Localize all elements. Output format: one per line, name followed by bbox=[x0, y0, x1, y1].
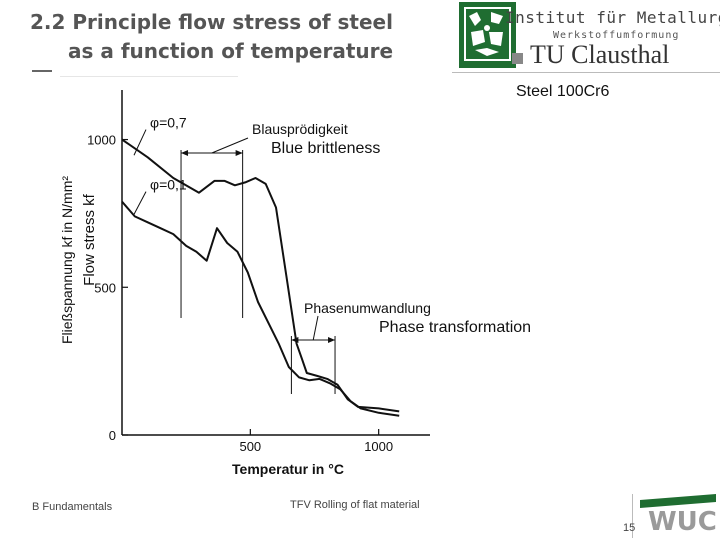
annotation-blue-brittleness-de: Blausprödigkeit bbox=[252, 121, 348, 137]
institute-subtitle: Werkstoffumformung bbox=[553, 30, 680, 41]
x-axis-label: Temperatur in °C bbox=[232, 461, 344, 477]
footer-divider bbox=[632, 494, 633, 538]
wuc-logo-icon: WUC bbox=[640, 492, 717, 537]
series-line-2 bbox=[121, 200, 400, 417]
blue-brittleness-bracket-leader bbox=[211, 137, 249, 154]
university-mark-icon bbox=[512, 53, 523, 64]
svg-text:WUC: WUC bbox=[648, 507, 716, 536]
slide-title-line1: 2.2 Principle flow stress of steel bbox=[30, 10, 393, 34]
y-tick-label: 500 bbox=[94, 280, 116, 295]
university-name: TU Clausthal bbox=[530, 40, 670, 69]
chart-subtitle: Steel 100Cr6 bbox=[516, 83, 609, 100]
series-label-2: φ=0,1 bbox=[150, 177, 187, 193]
chart-curves: φ=0,7 φ=0,1 bbox=[121, 115, 400, 417]
phase-transformation-bracket-leader bbox=[312, 315, 319, 341]
annotation-phase-transformation-en: Phase transformation bbox=[379, 319, 531, 336]
slide-title-line2: as a function of temperature bbox=[68, 39, 394, 63]
phase-transformation-bracket-arrow-left bbox=[291, 337, 299, 343]
y-tick-label: 1000 bbox=[87, 133, 116, 148]
annotation-blue-brittleness-en: Blue brittleness bbox=[271, 140, 380, 157]
slide-title: 2.2 Principle flow stress of steel as a … bbox=[20, 8, 440, 66]
footer-section-label: B Fundamentals bbox=[32, 501, 113, 513]
institute-logo-icon bbox=[459, 2, 516, 68]
annotation-phase-transformation-de: Phasenumwandlung bbox=[304, 300, 431, 316]
header-divider bbox=[452, 72, 720, 73]
y-axis-label-de: Fließspannung kf in N/mm² bbox=[59, 176, 75, 344]
title-divider bbox=[60, 76, 238, 77]
footer-course-label: TFV Rolling of flat material bbox=[290, 499, 420, 511]
page-number: 15 bbox=[623, 522, 636, 534]
institute-name: Institut für Metallurg bbox=[505, 8, 720, 27]
x-tick-label: 1000 bbox=[364, 439, 393, 454]
series-label-leader-1 bbox=[133, 129, 147, 156]
phase-transformation-bracket-arrow-right bbox=[328, 337, 336, 343]
x-tick-label: 500 bbox=[239, 439, 261, 454]
blue-brittleness-bracket-arrow-left bbox=[181, 150, 189, 156]
series-label-1: φ=0,7 bbox=[150, 115, 187, 131]
chart-annotations bbox=[180, 137, 336, 394]
blue-brittleness-bracket-arrow-right bbox=[235, 150, 243, 156]
y-axis-label-en: Flow stress kf bbox=[81, 193, 98, 286]
series-label-leader-2 bbox=[133, 191, 147, 215]
chart-ticks: 0 500 1000 500 1000 bbox=[87, 133, 393, 454]
title-underline bbox=[32, 70, 52, 72]
y-tick-label: 0 bbox=[109, 428, 116, 443]
